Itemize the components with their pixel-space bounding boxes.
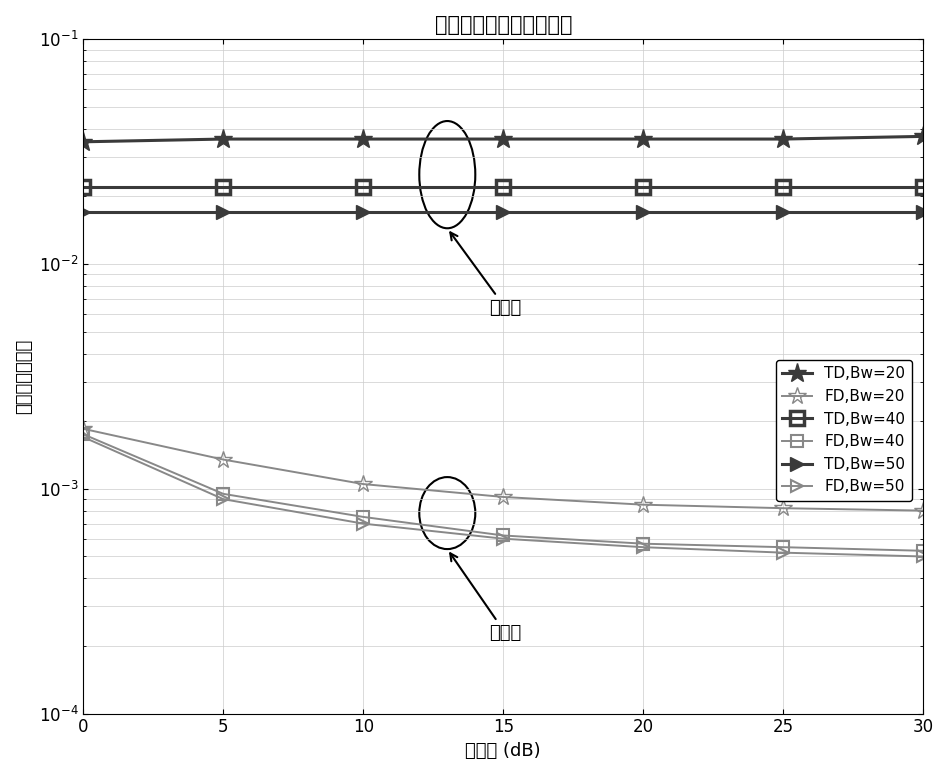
Line: TD,Bw=20: TD,Bw=20 [73, 126, 933, 152]
Text: 原技术: 原技术 [451, 232, 522, 317]
Text: 本发明: 本发明 [450, 553, 522, 642]
Title: 信道测量归一化均方误差: 信道测量归一化均方误差 [435, 15, 572, 35]
TD,Bw=20 [497, 134, 509, 143]
FD,Bw=40 [497, 531, 509, 540]
Line: TD,Bw=50: TD,Bw=50 [76, 205, 930, 219]
Line: TD,Bw=40: TD,Bw=40 [76, 180, 930, 194]
FD,Bw=20 [358, 480, 369, 489]
FD,Bw=20 [497, 492, 509, 501]
TD,Bw=40 [217, 182, 229, 191]
FD,Bw=20 [78, 424, 89, 433]
FD,Bw=40 [217, 489, 229, 498]
FD,Bw=20 [638, 500, 649, 509]
Line: FD,Bw=50: FD,Bw=50 [78, 432, 929, 562]
FD,Bw=20 [918, 506, 929, 515]
FD,Bw=50 [777, 548, 789, 557]
FD,Bw=50 [638, 542, 649, 552]
TD,Bw=40 [497, 182, 509, 191]
FD,Bw=50 [78, 432, 89, 442]
TD,Bw=20 [358, 134, 369, 143]
TD,Bw=20 [918, 132, 929, 141]
Line: FD,Bw=40: FD,Bw=40 [78, 429, 929, 556]
FD,Bw=20 [217, 455, 229, 464]
TD,Bw=20 [78, 137, 89, 146]
X-axis label: 信噪比 (dB): 信噪比 (dB) [466, 742, 541, 760]
TD,Bw=50 [918, 208, 929, 217]
Legend: TD,Bw=20, FD,Bw=20, TD,Bw=40, FD,Bw=40, TD,Bw=50, FD,Bw=50: TD,Bw=20, FD,Bw=20, TD,Bw=40, FD,Bw=40, … [775, 360, 912, 501]
TD,Bw=50 [78, 208, 89, 217]
FD,Bw=50 [497, 534, 509, 543]
FD,Bw=20 [777, 504, 789, 513]
TD,Bw=20 [777, 134, 789, 143]
TD,Bw=40 [638, 182, 649, 191]
FD,Bw=40 [638, 539, 649, 549]
FD,Bw=40 [918, 546, 929, 556]
TD,Bw=40 [358, 182, 369, 191]
Line: FD,Bw=20: FD,Bw=20 [74, 420, 933, 520]
TD,Bw=20 [217, 134, 229, 143]
TD,Bw=20 [638, 134, 649, 143]
TD,Bw=40 [918, 182, 929, 191]
FD,Bw=50 [217, 494, 229, 504]
TD,Bw=50 [777, 208, 789, 217]
TD,Bw=50 [358, 208, 369, 217]
TD,Bw=50 [217, 208, 229, 217]
FD,Bw=50 [358, 519, 369, 529]
FD,Bw=40 [777, 542, 789, 552]
TD,Bw=50 [638, 208, 649, 217]
TD,Bw=50 [497, 208, 509, 217]
TD,Bw=40 [78, 182, 89, 191]
FD,Bw=50 [918, 552, 929, 561]
FD,Bw=40 [78, 429, 89, 439]
TD,Bw=40 [777, 182, 789, 191]
FD,Bw=40 [358, 512, 369, 522]
Y-axis label: 归一化均方误差: 归一化均方误差 [15, 339, 33, 414]
